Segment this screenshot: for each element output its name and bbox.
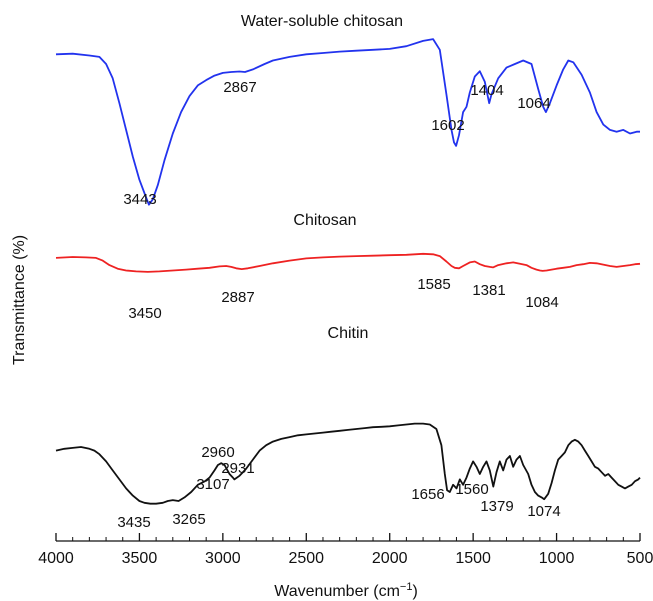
peak-label-1560: 1560 xyxy=(455,481,488,498)
peak-annotations: 3443 2867 1602 1404 1064 3450 2887 1585 … xyxy=(117,79,560,531)
series-title-water-soluble-chitosan: Water-soluble chitosan xyxy=(241,13,403,30)
peak-label-1404: 1404 xyxy=(470,82,503,99)
x-tick-label-4000: 4000 xyxy=(38,550,74,567)
series-line-chitin xyxy=(55,422,641,505)
peak-label-3450: 3450 xyxy=(128,305,161,322)
peak-label-1379: 1379 xyxy=(480,498,513,515)
peak-label-3435: 3435 xyxy=(117,514,150,531)
x-tick-label-3000: 3000 xyxy=(205,550,241,567)
series-titles: Water-soluble chitosan Chitosan Chitin xyxy=(241,13,403,342)
x-axis-title: Wavenumber (cm−1) xyxy=(274,581,418,600)
x-axis: 4000 3500 3000 2500 2000 1500 1000 500 xyxy=(38,533,653,567)
x-axis-title-main: Wavenumber (cm xyxy=(274,583,400,600)
x-tick-label-500: 500 xyxy=(627,550,653,567)
peak-label-3265: 3265 xyxy=(172,511,205,528)
peak-label-1064: 1064 xyxy=(517,95,550,112)
peak-label-1585: 1585 xyxy=(417,276,450,293)
peak-label-1656: 1656 xyxy=(411,486,444,503)
x-tick-label-1000: 1000 xyxy=(539,550,575,567)
series-line-water-soluble-chitosan xyxy=(55,38,640,206)
series-title-chitosan: Chitosan xyxy=(293,212,356,229)
x-tick-label-3500: 3500 xyxy=(122,550,158,567)
x-axis-title-superscript: −1 xyxy=(400,581,413,593)
x-ticks: 4000 3500 3000 2500 2000 1500 1000 500 xyxy=(38,533,653,567)
peak-label-1084: 1084 xyxy=(525,294,558,311)
peak-label-2960: 2960 xyxy=(201,444,234,461)
peak-label-3443: 3443 xyxy=(123,191,156,208)
peak-label-1602: 1602 xyxy=(431,117,464,134)
peak-label-3107: 3107 xyxy=(196,476,229,493)
x-axis-title-end: ) xyxy=(412,583,417,600)
peak-label-2931: 2931 xyxy=(221,460,254,477)
series-lines xyxy=(55,38,641,505)
peak-label-1381: 1381 xyxy=(472,282,505,299)
x-tick-label-2500: 2500 xyxy=(288,550,324,567)
peak-label-2887: 2887 xyxy=(221,289,254,306)
peak-label-1074: 1074 xyxy=(527,503,560,520)
x-tick-label-2000: 2000 xyxy=(372,550,408,567)
series-title-chitin: Chitin xyxy=(328,325,369,342)
y-axis-title: Transmittance (%) xyxy=(11,235,28,365)
series-line-chitosan xyxy=(55,252,641,273)
x-tick-label-1500: 1500 xyxy=(455,550,491,567)
peak-label-2867: 2867 xyxy=(223,79,256,96)
